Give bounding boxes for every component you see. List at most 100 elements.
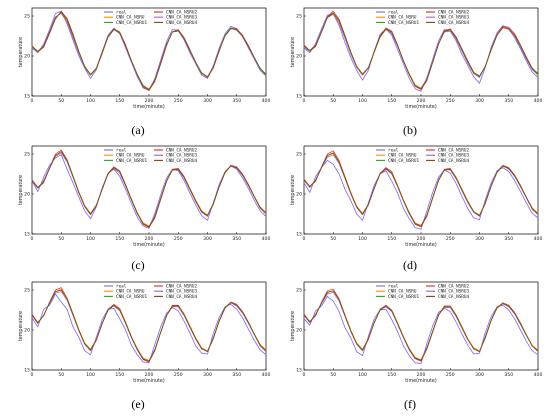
y-tick-label: 25 xyxy=(296,152,302,158)
x-tick-label: 150 xyxy=(115,98,124,104)
legend-label: real xyxy=(388,10,399,16)
series-line-cnn-ca-nsru4 xyxy=(303,152,539,227)
legend-label: CNN_CA_NSRU1 xyxy=(116,20,147,26)
legend-label: CNN_CA_NSRU3 xyxy=(166,153,197,159)
x-tick-label: 350 xyxy=(232,236,241,242)
x-tick-label: 0 xyxy=(31,236,34,242)
x-tick-label: 100 xyxy=(86,372,95,378)
series-line-cnn-ca-nsru4 xyxy=(31,289,267,362)
x-tick-label: 150 xyxy=(387,372,396,378)
x-tick-label: 200 xyxy=(417,372,426,378)
legend-label: CNN_CA_NSRU1 xyxy=(388,158,419,164)
x-tick-label: 250 xyxy=(174,98,183,104)
x-tick-label: 100 xyxy=(358,372,367,378)
legend-label: CNN_CA_NSRU1 xyxy=(388,294,419,300)
x-tick-label: 250 xyxy=(446,236,455,242)
legend-label: CNN_CA_NSRU4 xyxy=(166,158,197,164)
x-tick-label: 400 xyxy=(534,372,543,378)
y-tick-label: 15 xyxy=(296,94,302,100)
plot-frame xyxy=(303,7,539,97)
legend-label: CNN_CA_NSRU xyxy=(388,153,417,159)
y-tick-label: 25 xyxy=(24,152,30,158)
plot-frame xyxy=(303,145,539,235)
x-tick-label: 200 xyxy=(145,98,154,104)
legend-label: CNN_CA_NSRU4 xyxy=(438,20,469,26)
y-tick-label: 25 xyxy=(24,14,30,20)
panel-label: (f) xyxy=(404,397,416,411)
y-tick-label: 20 xyxy=(24,192,30,198)
panel-a: 0 50 100 150 200 250 300 350 400 15 20 25 time(minut… xyxy=(18,7,271,137)
y-tick-label: 20 xyxy=(24,328,30,334)
panel-c: 0 50 100 150 200 250 300 350 400 15 20 25 time(minut… xyxy=(18,145,270,272)
y-tick-label: 15 xyxy=(296,232,302,238)
x-tick-label: 350 xyxy=(504,236,513,242)
y-tick-label: 15 xyxy=(24,94,30,100)
x-tick-label: 200 xyxy=(145,236,154,242)
x-tick-label: 300 xyxy=(203,98,212,104)
legend-label: real xyxy=(388,284,399,290)
x-axis-title: time(minute) xyxy=(133,104,165,110)
plot-frame xyxy=(303,281,539,371)
x-axis-title: time(minute) xyxy=(133,242,165,248)
panel-d: 0 50 100 150 200 250 300 350 400 15 20 25 time(minut… xyxy=(290,145,543,272)
x-tick-label: 150 xyxy=(387,236,396,242)
plot-frame xyxy=(31,145,267,235)
legend-label: CNN_CA_NSRU xyxy=(388,289,417,295)
y-axis-title: temperature xyxy=(290,311,296,341)
x-tick-label: 100 xyxy=(86,98,95,104)
x-tick-label: 200 xyxy=(417,98,426,104)
x-tick-label: 200 xyxy=(417,236,426,242)
x-tick-label: 300 xyxy=(475,236,484,242)
x-axis-title: time(minute) xyxy=(405,242,437,248)
legend-label: CNN_CA_NSRU xyxy=(388,15,417,21)
x-tick-label: 50 xyxy=(58,372,64,378)
y-tick-label: 25 xyxy=(24,288,30,294)
legend-label: CNN_CA_NSRU xyxy=(116,15,145,21)
x-tick-label: 350 xyxy=(232,372,241,378)
x-tick-label: 250 xyxy=(174,236,183,242)
x-tick-label: 400 xyxy=(534,98,543,104)
plot-frame xyxy=(31,7,267,97)
legend-label: CNN_CA_NSRU2 xyxy=(166,10,197,16)
legend-label: CNN_CA_NSRU1 xyxy=(116,158,147,164)
series-line-cnn-ca-nsru4 xyxy=(31,11,267,90)
panel-label: (d) xyxy=(403,258,417,272)
y-axis-title: temperature xyxy=(290,175,296,205)
x-tick-label: 50 xyxy=(58,98,64,104)
legend-label: CNN_CA_NSRU2 xyxy=(438,148,469,154)
panel-b: 0 50 100 150 200 250 300 350 400 15 20 25 time(minut… xyxy=(290,7,543,137)
y-tick-label: 20 xyxy=(24,54,30,60)
plot-frame xyxy=(31,281,267,371)
x-tick-label: 0 xyxy=(31,372,34,378)
y-tick-label: 20 xyxy=(296,54,302,60)
x-tick-label: 350 xyxy=(504,372,513,378)
x-tick-label: 100 xyxy=(86,236,95,242)
x-tick-label: 0 xyxy=(303,372,306,378)
x-tick-label: 300 xyxy=(203,372,212,378)
legend-label: CNN_CA_NSRU3 xyxy=(438,289,469,295)
series-line-cnn-ca-nsru4 xyxy=(303,12,539,90)
legend-label: real xyxy=(116,284,127,290)
x-tick-label: 250 xyxy=(174,372,183,378)
legend-label: CNN_CA_NSRU4 xyxy=(166,20,197,26)
x-tick-label: 0 xyxy=(303,236,306,242)
x-tick-label: 0 xyxy=(31,98,34,104)
y-axis-title: temperature xyxy=(18,311,24,341)
legend-label: CNN_CA_NSRU3 xyxy=(438,15,469,21)
x-tick-label: 400 xyxy=(262,98,271,104)
x-tick-label: 400 xyxy=(534,236,543,242)
y-tick-label: 20 xyxy=(296,192,302,198)
panel-label: (b) xyxy=(403,123,417,137)
y-axis-title: temperature xyxy=(18,175,24,205)
x-tick-label: 50 xyxy=(58,236,64,242)
legend-label: CNN_CA_NSRU3 xyxy=(166,289,197,295)
legend-label: real xyxy=(116,10,127,16)
panel-e: 0 50 100 150 200 250 300 350 400 15 20 25 time(minut… xyxy=(18,281,270,411)
y-tick-label: 25 xyxy=(296,14,302,20)
legend-label: CNN_CA_NSRU4 xyxy=(438,294,469,300)
x-tick-label: 50 xyxy=(330,236,336,242)
legend-label: CNN_CA_NSRU2 xyxy=(166,148,197,154)
series-line-cnn-ca-nsru4 xyxy=(303,290,539,361)
panel-label: (a) xyxy=(131,123,144,137)
legend-label: real xyxy=(388,148,399,154)
